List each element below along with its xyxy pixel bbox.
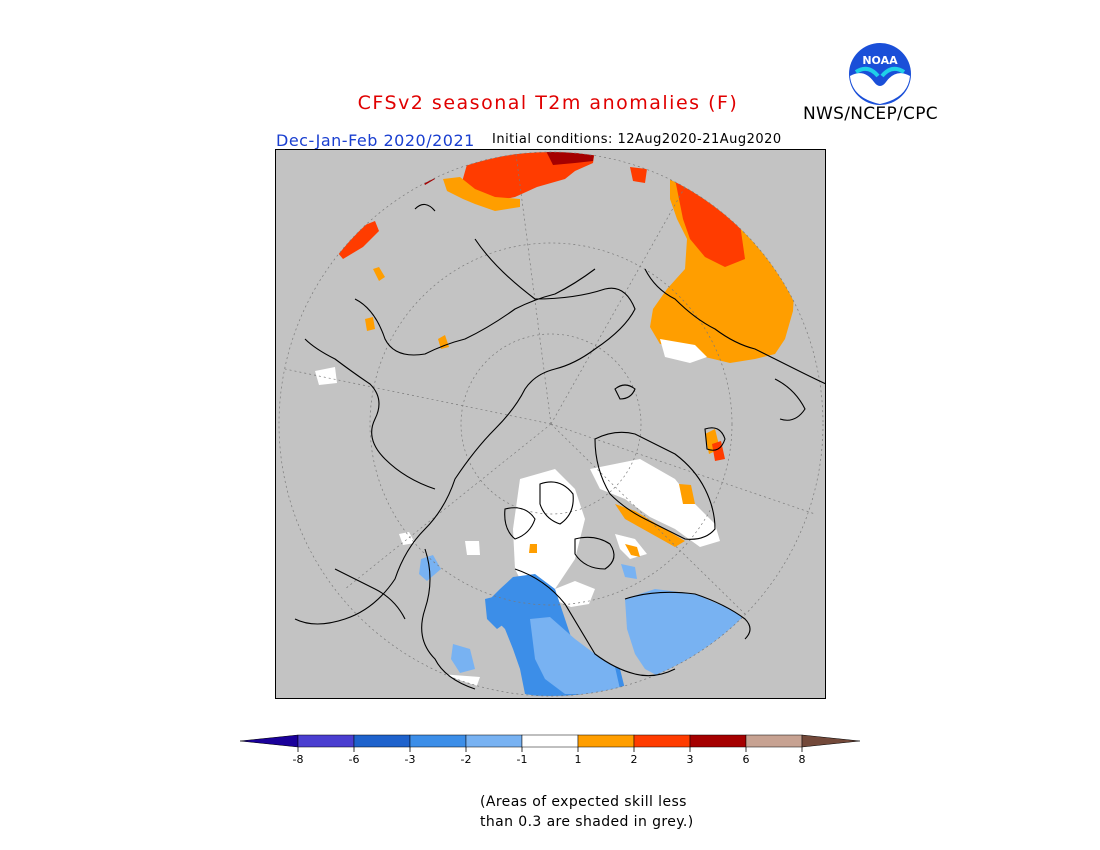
legend-swatch-above-8 — [801, 734, 861, 748]
legend-swatch-pos1 — [577, 734, 635, 748]
legend-tick-label: -8 — [293, 753, 304, 766]
legend-tick-label: 3 — [687, 753, 694, 766]
legend-swatch-below-neg8 — [240, 734, 299, 748]
legend-swatch-neg8 — [297, 734, 355, 748]
legend-swatch-neg3 — [409, 734, 467, 748]
noaa-logo-text: NOAA — [862, 54, 898, 67]
legend-tick-label: -2 — [461, 753, 472, 766]
legend-tick-label: 2 — [631, 753, 638, 766]
skill-note: (Areas of expected skill less than 0.3 a… — [480, 792, 694, 832]
color-legend: -8 -6 -3 -2 -1 1 2 3 6 8 — [240, 734, 861, 766]
chart-title: CFSv2 seasonal T2m anomalies (F) — [357, 92, 739, 114]
legend-swatch-neg6 — [353, 734, 411, 748]
legend-swatch-neg2 — [465, 734, 523, 748]
noaa-logo: NOAA — [849, 43, 911, 105]
initial-conditions-label: Initial conditions: 12Aug2020-21Aug2020 — [492, 132, 782, 147]
skill-note-line-2: than 0.3 are shaded in grey.) — [480, 814, 694, 830]
legend-swatch-pos2 — [633, 734, 691, 748]
skill-note-line-1: (Areas of expected skill less — [480, 794, 687, 810]
legend-swatch-neutral — [521, 734, 579, 748]
legend-tick-label: 8 — [799, 753, 806, 766]
legend-swatch-pos3 — [689, 734, 747, 748]
legend-tick-label: 6 — [743, 753, 750, 766]
organization-label: NWS/NCEP/CPC — [803, 104, 938, 124]
legend-tick-label: -6 — [349, 753, 360, 766]
season-label: Dec-Jan-Feb 2020/2021 — [276, 131, 475, 150]
legend-swatch-pos6 — [745, 734, 803, 748]
anomaly-shading — [315, 152, 795, 696]
legend-tick-label: -3 — [405, 753, 416, 766]
legend-tick-label: -1 — [517, 753, 528, 766]
coastlines — [294, 203, 826, 690]
polar-map — [275, 149, 826, 699]
legend-tick-label: 1 — [575, 753, 582, 766]
